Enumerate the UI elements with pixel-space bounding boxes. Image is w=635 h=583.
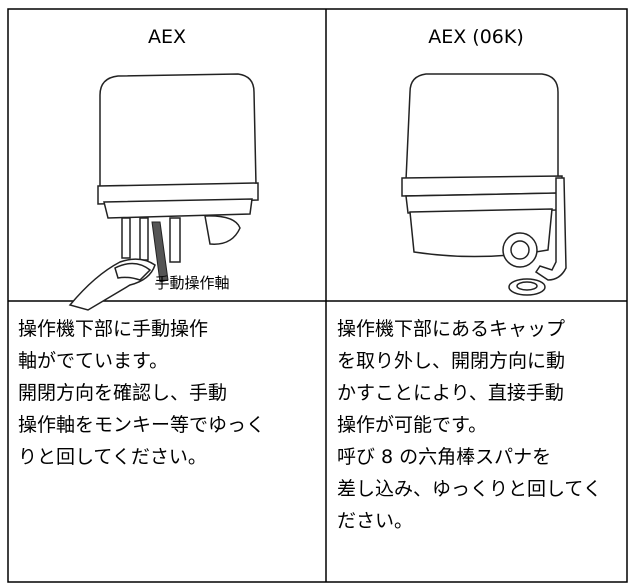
body-line: を取り外し、開閉方向に動: [337, 350, 565, 372]
body-line: 呼び 8 の六角棒スパナを: [337, 446, 551, 468]
body-line: かすことにより、直接手動: [337, 382, 564, 404]
table-border: [7, 8, 628, 583]
body-line: 差し込み、ゆっくりと回してく: [337, 478, 602, 500]
body-line: 操作が可能です。: [337, 414, 487, 436]
column-title: AEX: [148, 26, 186, 48]
actuator-illustration: [401, 73, 567, 296]
caption: 手動操作軸: [154, 274, 229, 292]
body-line: 操作機下部に手動操作: [18, 318, 208, 340]
actuator-illustration: [68, 73, 259, 311]
body-line: りと回してください。: [18, 446, 207, 468]
body-line: 軸がでています。: [18, 350, 168, 372]
body-line: ださい。: [337, 510, 413, 532]
body-line: 開閉方向を確認し、手動: [18, 382, 227, 404]
body-line: 操作機下部にあるキャップ: [337, 318, 565, 340]
column-title: AEX (06K): [428, 26, 524, 48]
body-line: 操作軸をモンキー等でゆっく: [18, 414, 265, 436]
